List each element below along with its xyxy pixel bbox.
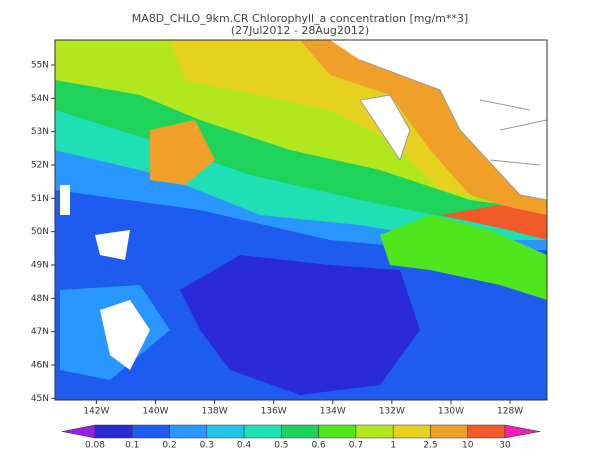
colorbar-box	[243, 424, 282, 439]
colorbar-label: 30	[499, 441, 511, 450]
y-tick-label: 48N	[31, 294, 49, 304]
map-subtitle: (27Jul2012 - 28Aug2012)	[231, 24, 369, 37]
y-tick-label: 47N	[31, 327, 49, 337]
colorbar-label: 0.7	[349, 441, 363, 450]
colorbar-label: 0.4	[237, 441, 252, 450]
y-tick-label: 55N	[31, 61, 49, 71]
x-tick-label: 128W	[497, 407, 523, 417]
colorbar-box	[94, 424, 133, 439]
x-tick-label: 136W	[261, 407, 287, 417]
y-tick-label: 52N	[31, 161, 49, 171]
colorbar-box	[206, 424, 245, 439]
y-tick-label: 46N	[31, 361, 49, 371]
x-tick-label: 142W	[83, 407, 109, 417]
colorbar-box	[169, 424, 208, 439]
map-title: MA8D_CHLO_9km.CR Chlorophyll_a concentra…	[132, 12, 468, 25]
colorbar-box	[132, 424, 170, 439]
colorbar-label: 10	[462, 441, 474, 450]
x-tick-label: 138W	[202, 407, 228, 417]
colorbar-label: 0.5	[274, 441, 288, 450]
y-tick-label: 54N	[31, 94, 49, 104]
x-tick-label: 140W	[142, 407, 168, 417]
y-tick-label: 45N	[31, 394, 49, 404]
colorbar-box	[467, 424, 506, 439]
y-tick-label: 53N	[31, 127, 49, 137]
colorbar-box	[430, 424, 468, 439]
colorbar-box	[392, 424, 431, 439]
y-tick-label: 51N	[31, 194, 49, 204]
x-tick-label: 130W	[438, 407, 464, 417]
map-frame	[54, 39, 548, 401]
colorbar-label: 0.3	[200, 441, 214, 450]
x-tick-label: 134W	[320, 407, 346, 417]
colorbar-label: 0.08	[85, 441, 105, 450]
colorbar-label: 0.2	[162, 441, 176, 450]
colorbar-box	[281, 424, 319, 439]
colorbar-box	[318, 424, 357, 439]
chlorophyll-field	[55, 40, 547, 400]
colorbar-label: 1	[390, 441, 396, 450]
y-tick-label: 49N	[31, 261, 49, 271]
colorbar-label: 2.5	[423, 441, 437, 450]
y-tick-label: 50N	[31, 227, 49, 237]
colorbar-low-arrow	[61, 424, 96, 439]
colorbar-label: 0.6	[311, 441, 326, 450]
colorbar-label: 0.1	[125, 441, 139, 450]
colorbar-high-arrow	[504, 424, 541, 439]
colorbar-box	[355, 424, 394, 439]
x-tick-label: 132W	[379, 407, 405, 417]
